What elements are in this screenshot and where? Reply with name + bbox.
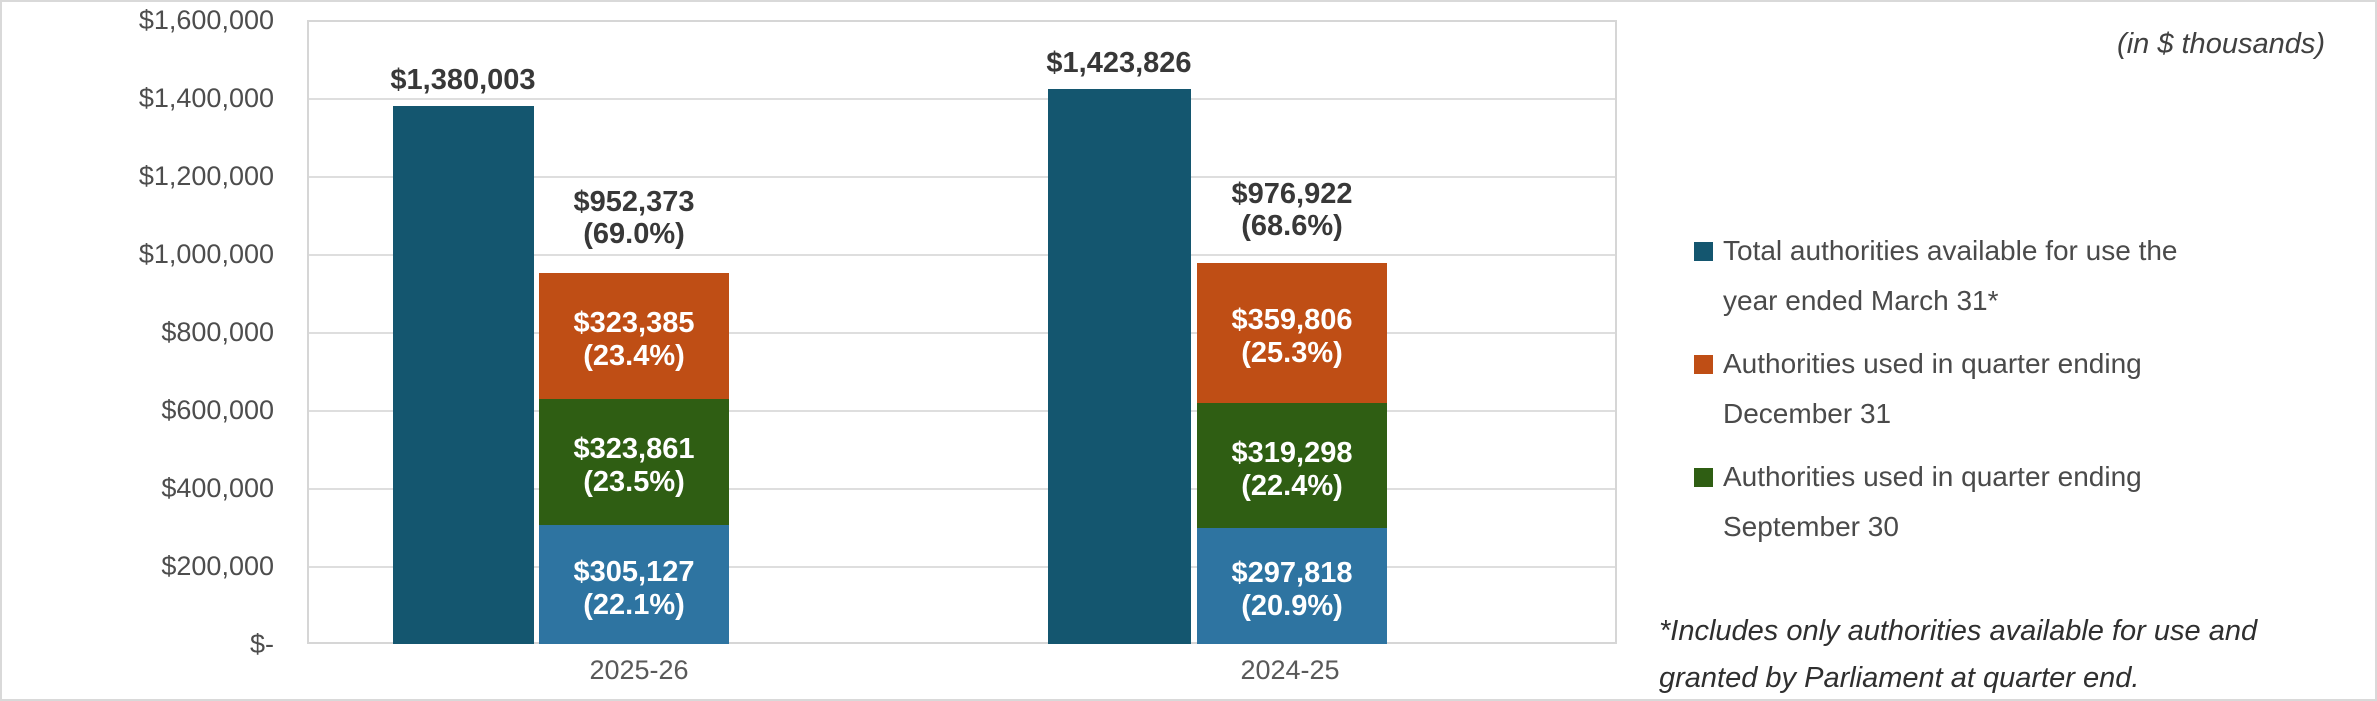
segment-pct: (20.9%) [1241, 590, 1343, 622]
legend-label: September 30 [1723, 511, 1899, 542]
y-axis-tick: $400,000 [161, 473, 274, 503]
segment-value: $297,818 [1231, 557, 1353, 589]
x-category-2024-25: 2024-25 [1240, 655, 1340, 685]
units-annotation: (in $ thousands) [2117, 28, 2325, 60]
label-total-2024-25: $1,423,826 [1046, 47, 1192, 79]
gridline [309, 176, 1615, 178]
gridline [309, 410, 1615, 412]
segment-pct: (22.4%) [1241, 469, 1343, 502]
segment-value: $323,861 [573, 433, 695, 465]
legend-item-december: Authorities used in quarter ending Decem… [1694, 339, 2354, 439]
legend-swatch-total [1694, 242, 1713, 261]
segment-september-2025-26: $323,861 (23.5%) [539, 399, 729, 525]
stack-total-value: $952,373 [573, 186, 695, 218]
gridline [309, 254, 1615, 256]
footnote-line: *Includes only authorities available for… [1659, 615, 2258, 647]
y-axis-tick: $600,000 [161, 395, 274, 425]
y-axis-tick: $800,000 [161, 317, 274, 347]
y-axis-tick: $1,600,000 [138, 5, 274, 35]
segment-december-2024-25: $359,806 (25.3%) [1197, 263, 1387, 403]
y-axis-tick: $1,200,000 [138, 161, 274, 191]
gridline [309, 566, 1615, 568]
segment-pct: (23.4%) [583, 340, 685, 372]
legend-label: December 31 [1723, 398, 1892, 429]
footnote-line: granted by Parliament at quarter end. [1659, 662, 2140, 694]
x-category-2025-26: 2025-26 [589, 655, 689, 685]
segment-june-2025-26: $305,127 (22.1%) [539, 525, 729, 644]
y-axis-tick: $1,000,000 [138, 239, 274, 269]
legend: Total authorities available for use the … [1694, 226, 2354, 565]
segment-december-2025-26: $323,385 (23.4%) [539, 273, 729, 399]
y-axis-tick: $- [249, 629, 274, 659]
label-total-2025-26: $1,380,003 [390, 64, 536, 96]
segment-value: $323,385 [573, 307, 695, 339]
legend-label: year ended March 31* [1723, 285, 1999, 316]
segment-value: $305,127 [573, 555, 695, 588]
segment-pct: (25.3%) [1241, 337, 1343, 369]
bar-total-2025-26 [393, 106, 534, 644]
y-axis-tick: $1,400,000 [138, 83, 274, 113]
gridline [309, 488, 1615, 490]
segment-september-2024-25: $319,298 (22.4%) [1197, 403, 1387, 528]
stack-total-pct: (69.0%) [583, 218, 685, 250]
legend-swatch-december [1694, 355, 1713, 374]
legend-item-total: Total authorities available for use the … [1694, 226, 2354, 326]
segment-june-2024-25: $297,818 (20.9%) [1197, 528, 1387, 644]
bar-total-2024-25 [1048, 89, 1191, 644]
legend-label: Authorities used in quarter ending [1723, 348, 2142, 379]
gridline [309, 98, 1615, 100]
gridline [309, 332, 1615, 334]
legend-swatch-september [1694, 468, 1713, 487]
label-stack-total-2024-25: $976,922 (68.6%) [1142, 178, 1442, 242]
footnote: *Includes only authorities available for… [1659, 608, 2258, 699]
segment-value: $359,806 [1231, 304, 1353, 336]
label-stack-total-2025-26: $952,373 (69.0%) [484, 186, 784, 250]
segment-value: $319,298 [1231, 436, 1353, 469]
segment-pct: (23.5%) [583, 466, 685, 498]
segment-pct: (22.1%) [583, 588, 685, 621]
stack-total-value: $976,922 [1231, 178, 1353, 210]
legend-label: Total authorities available for use the [1723, 235, 2178, 266]
stack-total-pct: (68.6%) [1241, 210, 1343, 242]
legend-label: Authorities used in quarter ending [1723, 461, 2142, 492]
legend-item-september: Authorities used in quarter ending Septe… [1694, 452, 2354, 552]
y-axis-tick: $200,000 [161, 551, 274, 581]
